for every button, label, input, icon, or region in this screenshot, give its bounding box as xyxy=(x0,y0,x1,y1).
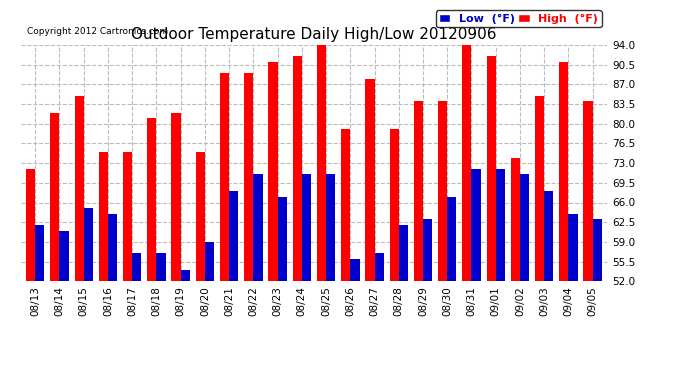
Bar xyxy=(520,174,529,375)
Bar xyxy=(157,253,166,375)
Bar xyxy=(447,197,457,375)
Bar xyxy=(244,73,253,375)
Bar xyxy=(75,96,83,375)
Bar xyxy=(317,45,326,375)
Bar xyxy=(50,112,59,375)
Legend: Low  (°F), High  (°F): Low (°F), High (°F) xyxy=(436,10,602,27)
Bar xyxy=(471,169,481,375)
Bar xyxy=(399,225,408,375)
Bar xyxy=(486,56,495,375)
Bar xyxy=(277,197,287,375)
Bar xyxy=(414,101,423,375)
Bar xyxy=(147,118,157,375)
Bar xyxy=(59,231,69,375)
Bar xyxy=(302,174,311,375)
Bar xyxy=(535,96,544,375)
Bar xyxy=(593,219,602,375)
Bar xyxy=(220,73,229,375)
Bar xyxy=(351,259,359,375)
Bar xyxy=(584,101,593,375)
Bar xyxy=(341,129,351,375)
Bar xyxy=(123,152,132,375)
Bar xyxy=(99,152,108,375)
Bar xyxy=(229,191,238,375)
Bar xyxy=(559,62,569,375)
Title: Outdoor Temperature Daily High/Low 20120906: Outdoor Temperature Daily High/Low 20120… xyxy=(131,27,497,42)
Bar xyxy=(26,169,35,375)
Bar xyxy=(35,225,44,375)
Bar xyxy=(196,152,205,375)
Bar xyxy=(205,242,214,375)
Bar xyxy=(423,219,432,375)
Bar xyxy=(495,169,505,375)
Bar xyxy=(268,62,277,375)
Bar xyxy=(365,79,375,375)
Bar xyxy=(544,191,553,375)
Bar xyxy=(375,253,384,375)
Bar xyxy=(569,214,578,375)
Bar xyxy=(511,158,520,375)
Bar xyxy=(390,129,399,375)
Text: Copyright 2012 Cartronics.com: Copyright 2012 Cartronics.com xyxy=(26,27,168,36)
Bar xyxy=(438,101,447,375)
Bar xyxy=(83,208,93,375)
Bar xyxy=(293,56,302,375)
Bar xyxy=(181,270,190,375)
Bar xyxy=(462,45,471,375)
Bar xyxy=(253,174,263,375)
Bar xyxy=(326,174,335,375)
Bar xyxy=(108,214,117,375)
Bar xyxy=(132,253,141,375)
Bar xyxy=(171,112,181,375)
